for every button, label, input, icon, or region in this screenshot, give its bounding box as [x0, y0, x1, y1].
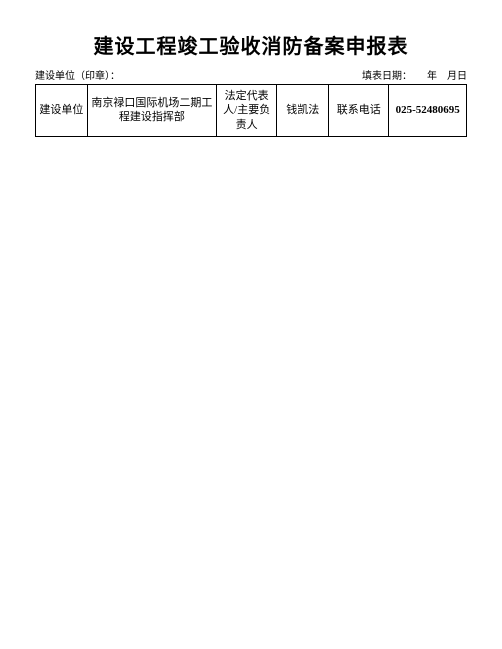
application-table: 建设单位 南京禄口国际机场二期工程建设指挥部 法定代表人/主要负责人 钱凯法 联…: [35, 84, 467, 137]
phone-label: 联系电话: [329, 85, 389, 137]
subtitle-row: 建设单位（印章）： 填表日期： 年 月日: [35, 67, 467, 82]
legal-rep-label: 法定代表人/主要负责人: [217, 85, 277, 137]
legal-rep-value: 钱凯法: [277, 85, 329, 137]
fill-date-label: 填表日期： 年 月日: [362, 67, 467, 82]
document-title: 建设工程竣工验收消防备案申报表: [35, 30, 467, 59]
construction-unit-value: 南京禄口国际机场二期工程建设指挥部: [87, 85, 216, 137]
phone-value: 025-52480695: [389, 85, 467, 137]
construction-unit-label: 建设单位: [36, 85, 88, 137]
table-row: 建设单位 南京禄口国际机场二期工程建设指挥部 法定代表人/主要负责人 钱凯法 联…: [36, 85, 467, 137]
org-seal-label: 建设单位（印章）：: [35, 67, 120, 82]
